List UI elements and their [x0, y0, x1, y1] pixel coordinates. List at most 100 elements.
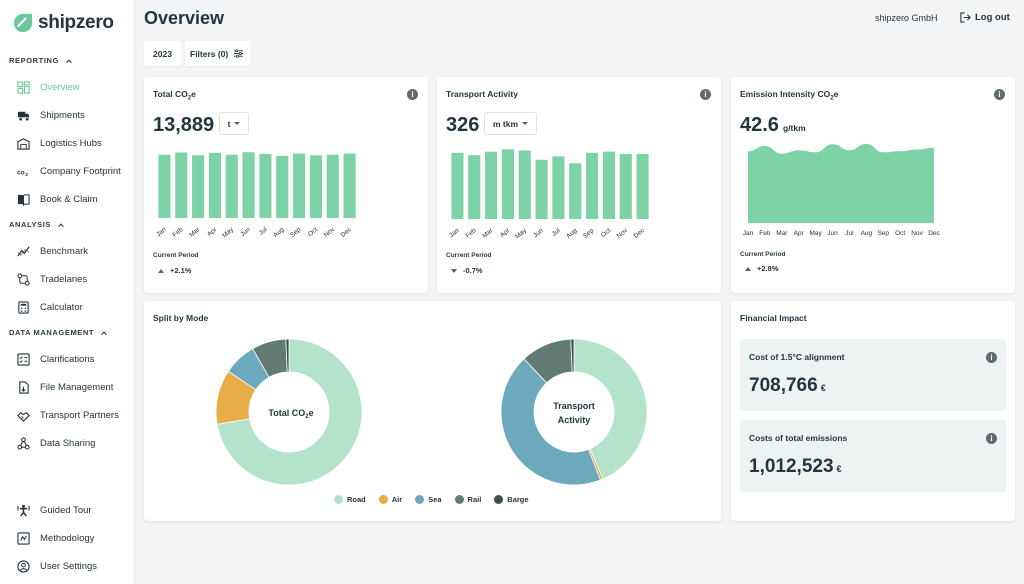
- x-tick-label: Nov: [911, 230, 923, 237]
- bar-mar[interactable]: [192, 155, 205, 218]
- sidebar-item-shipments[interactable]: Shipments: [17, 109, 85, 122]
- unit-label: t: [227, 118, 231, 129]
- bar-aug[interactable]: [569, 163, 582, 219]
- chevron-up-icon: [66, 58, 72, 63]
- sidebar-item-user-settings[interactable]: User Settings: [17, 560, 97, 573]
- bar-jun[interactable]: [535, 159, 548, 219]
- bar-jun[interactable]: [242, 152, 255, 218]
- slice-sea[interactable]: [500, 358, 601, 486]
- sidebar-item-book-claim[interactable]: Book & Claim: [17, 193, 98, 206]
- unit-dropdown[interactable]: t: [219, 112, 249, 135]
- slice-barge[interactable]: [285, 338, 290, 373]
- x-tick-label: Dec: [633, 227, 647, 240]
- legend-item-air[interactable]: Air: [378, 495, 402, 504]
- slice-road[interactable]: [216, 338, 363, 486]
- bar-jul[interactable]: [259, 153, 272, 218]
- sidebar-item-guided-tour[interactable]: Guided Tour: [17, 504, 92, 517]
- info-icon[interactable]: i: [986, 352, 997, 363]
- bar-jul[interactable]: [552, 156, 565, 219]
- bar-jan[interactable]: [451, 152, 464, 219]
- sidebar-item-logistics-hubs[interactable]: Logistics Hubs: [17, 137, 102, 150]
- total-co2e-card: Total CO2e i 13,889 t Jan Feb Mar Apr May Jun…: [144, 77, 428, 293]
- sidebar-item-label: Shipments: [40, 110, 85, 121]
- sidebar-item-label: Transport Partners: [40, 410, 119, 421]
- section-analysis[interactable]: ANALYSIS: [9, 220, 65, 229]
- intensity-area[interactable]: [748, 143, 934, 223]
- sidebar-item-file-management[interactable]: File Management: [17, 381, 113, 394]
- bar-feb[interactable]: [468, 155, 481, 219]
- filters-button[interactable]: Filters (0): [185, 41, 251, 66]
- slice-barge[interactable]: [570, 338, 575, 373]
- bar-apr[interactable]: [208, 152, 221, 218]
- bar-feb[interactable]: [175, 152, 188, 218]
- arrow-down-icon: [451, 268, 457, 273]
- donut-center-label: Total CO2e: [268, 408, 313, 420]
- bar-sep[interactable]: [293, 153, 306, 218]
- slice-road[interactable]: [573, 338, 648, 480]
- info-icon[interactable]: i: [407, 89, 418, 100]
- sidebar-item-methodology[interactable]: Methodology: [17, 532, 94, 545]
- bar-sep[interactable]: [586, 152, 599, 219]
- bar-may[interactable]: [225, 154, 238, 218]
- bar-aug[interactable]: [276, 155, 289, 218]
- legend-item-sea[interactable]: Sea: [415, 495, 442, 504]
- sidebar-item-tradelanes[interactable]: Tradelanes: [17, 273, 87, 286]
- bar-nov[interactable]: [619, 153, 632, 219]
- bar-oct[interactable]: [309, 155, 322, 218]
- legend-item-rail[interactable]: Rail: [454, 495, 481, 504]
- bar-oct[interactable]: [602, 151, 615, 219]
- card-title: Transport Activity: [446, 89, 518, 99]
- section-reporting[interactable]: REPORTING: [9, 56, 73, 65]
- x-tick-label: Jan: [448, 227, 461, 239]
- methodology-icon: [17, 532, 30, 545]
- checklist-icon: [17, 353, 30, 366]
- bar-nov[interactable]: [326, 154, 339, 218]
- logo[interactable]: shipzero: [12, 12, 114, 34]
- sidebar-item-benchmark[interactable]: Benchmark: [17, 245, 88, 258]
- sidebar-item-overview[interactable]: Overview: [17, 81, 80, 94]
- info-icon[interactable]: i: [994, 89, 1005, 100]
- x-tick-label: May: [514, 227, 528, 241]
- logout-label: Log out: [975, 12, 1010, 23]
- legend-item-barge[interactable]: Barge: [494, 495, 529, 504]
- info-icon[interactable]: i: [700, 89, 711, 100]
- section-data-management[interactable]: DATA MANAGEMENT: [9, 328, 108, 337]
- bar-dec[interactable]: [636, 153, 649, 219]
- info-icon[interactable]: i: [986, 433, 997, 444]
- sidebar-item-clarifications[interactable]: Clarifications: [17, 353, 94, 366]
- page-title: Overview: [144, 8, 225, 28]
- bar-apr[interactable]: [501, 149, 514, 219]
- truck-icon: [17, 111, 30, 121]
- bar-may[interactable]: [518, 150, 531, 219]
- sidebar-item-transport-partners[interactable]: Transport Partners: [17, 409, 119, 422]
- card-title: Financial Impact: [740, 313, 807, 323]
- svg-text:co: co: [17, 169, 25, 176]
- x-tick-label: May: [221, 226, 235, 240]
- sidebar-item-label: Overview: [40, 82, 80, 93]
- unit-dropdown[interactable]: m tkm: [484, 112, 537, 135]
- x-tick-label: Nov: [323, 226, 337, 239]
- transport-activity-donut-chart: Transport Activity: [500, 338, 648, 486]
- bar-jan[interactable]: [158, 154, 171, 218]
- logout-button[interactable]: Log out: [960, 12, 1010, 23]
- x-tick-label: Sep: [289, 226, 303, 239]
- section-reporting-label: REPORTING: [9, 56, 59, 65]
- arrow-up-icon: [158, 268, 164, 273]
- legend-swatch: [334, 495, 343, 504]
- x-tick-label: Mar: [481, 227, 495, 240]
- sidebar-item-label: Tradelanes: [40, 274, 88, 285]
- bar-dec[interactable]: [343, 153, 356, 218]
- legend-item-road[interactable]: Road: [334, 495, 366, 504]
- sidebar-item-calculator[interactable]: Calculator: [17, 301, 83, 314]
- sidebar-item-company-footprint[interactable]: co 2 Company Footprint: [17, 165, 121, 178]
- bar-mar[interactable]: [485, 151, 498, 219]
- alignment-cost-label: Cost of 1.5°C alignment: [749, 352, 845, 362]
- legend-swatch: [415, 495, 425, 504]
- year-selector[interactable]: 2023: [144, 41, 181, 66]
- sidebar-item-data-sharing[interactable]: Data Sharing: [17, 437, 95, 450]
- legend-swatch: [454, 495, 464, 504]
- alignment-cost-box: Cost of 1.5°C alignment i 708,766 €: [740, 339, 1006, 411]
- sidebar-item-label: Calculator: [40, 302, 83, 313]
- x-tick-label: Apr: [794, 230, 805, 237]
- period-change: -0.7%: [451, 266, 483, 275]
